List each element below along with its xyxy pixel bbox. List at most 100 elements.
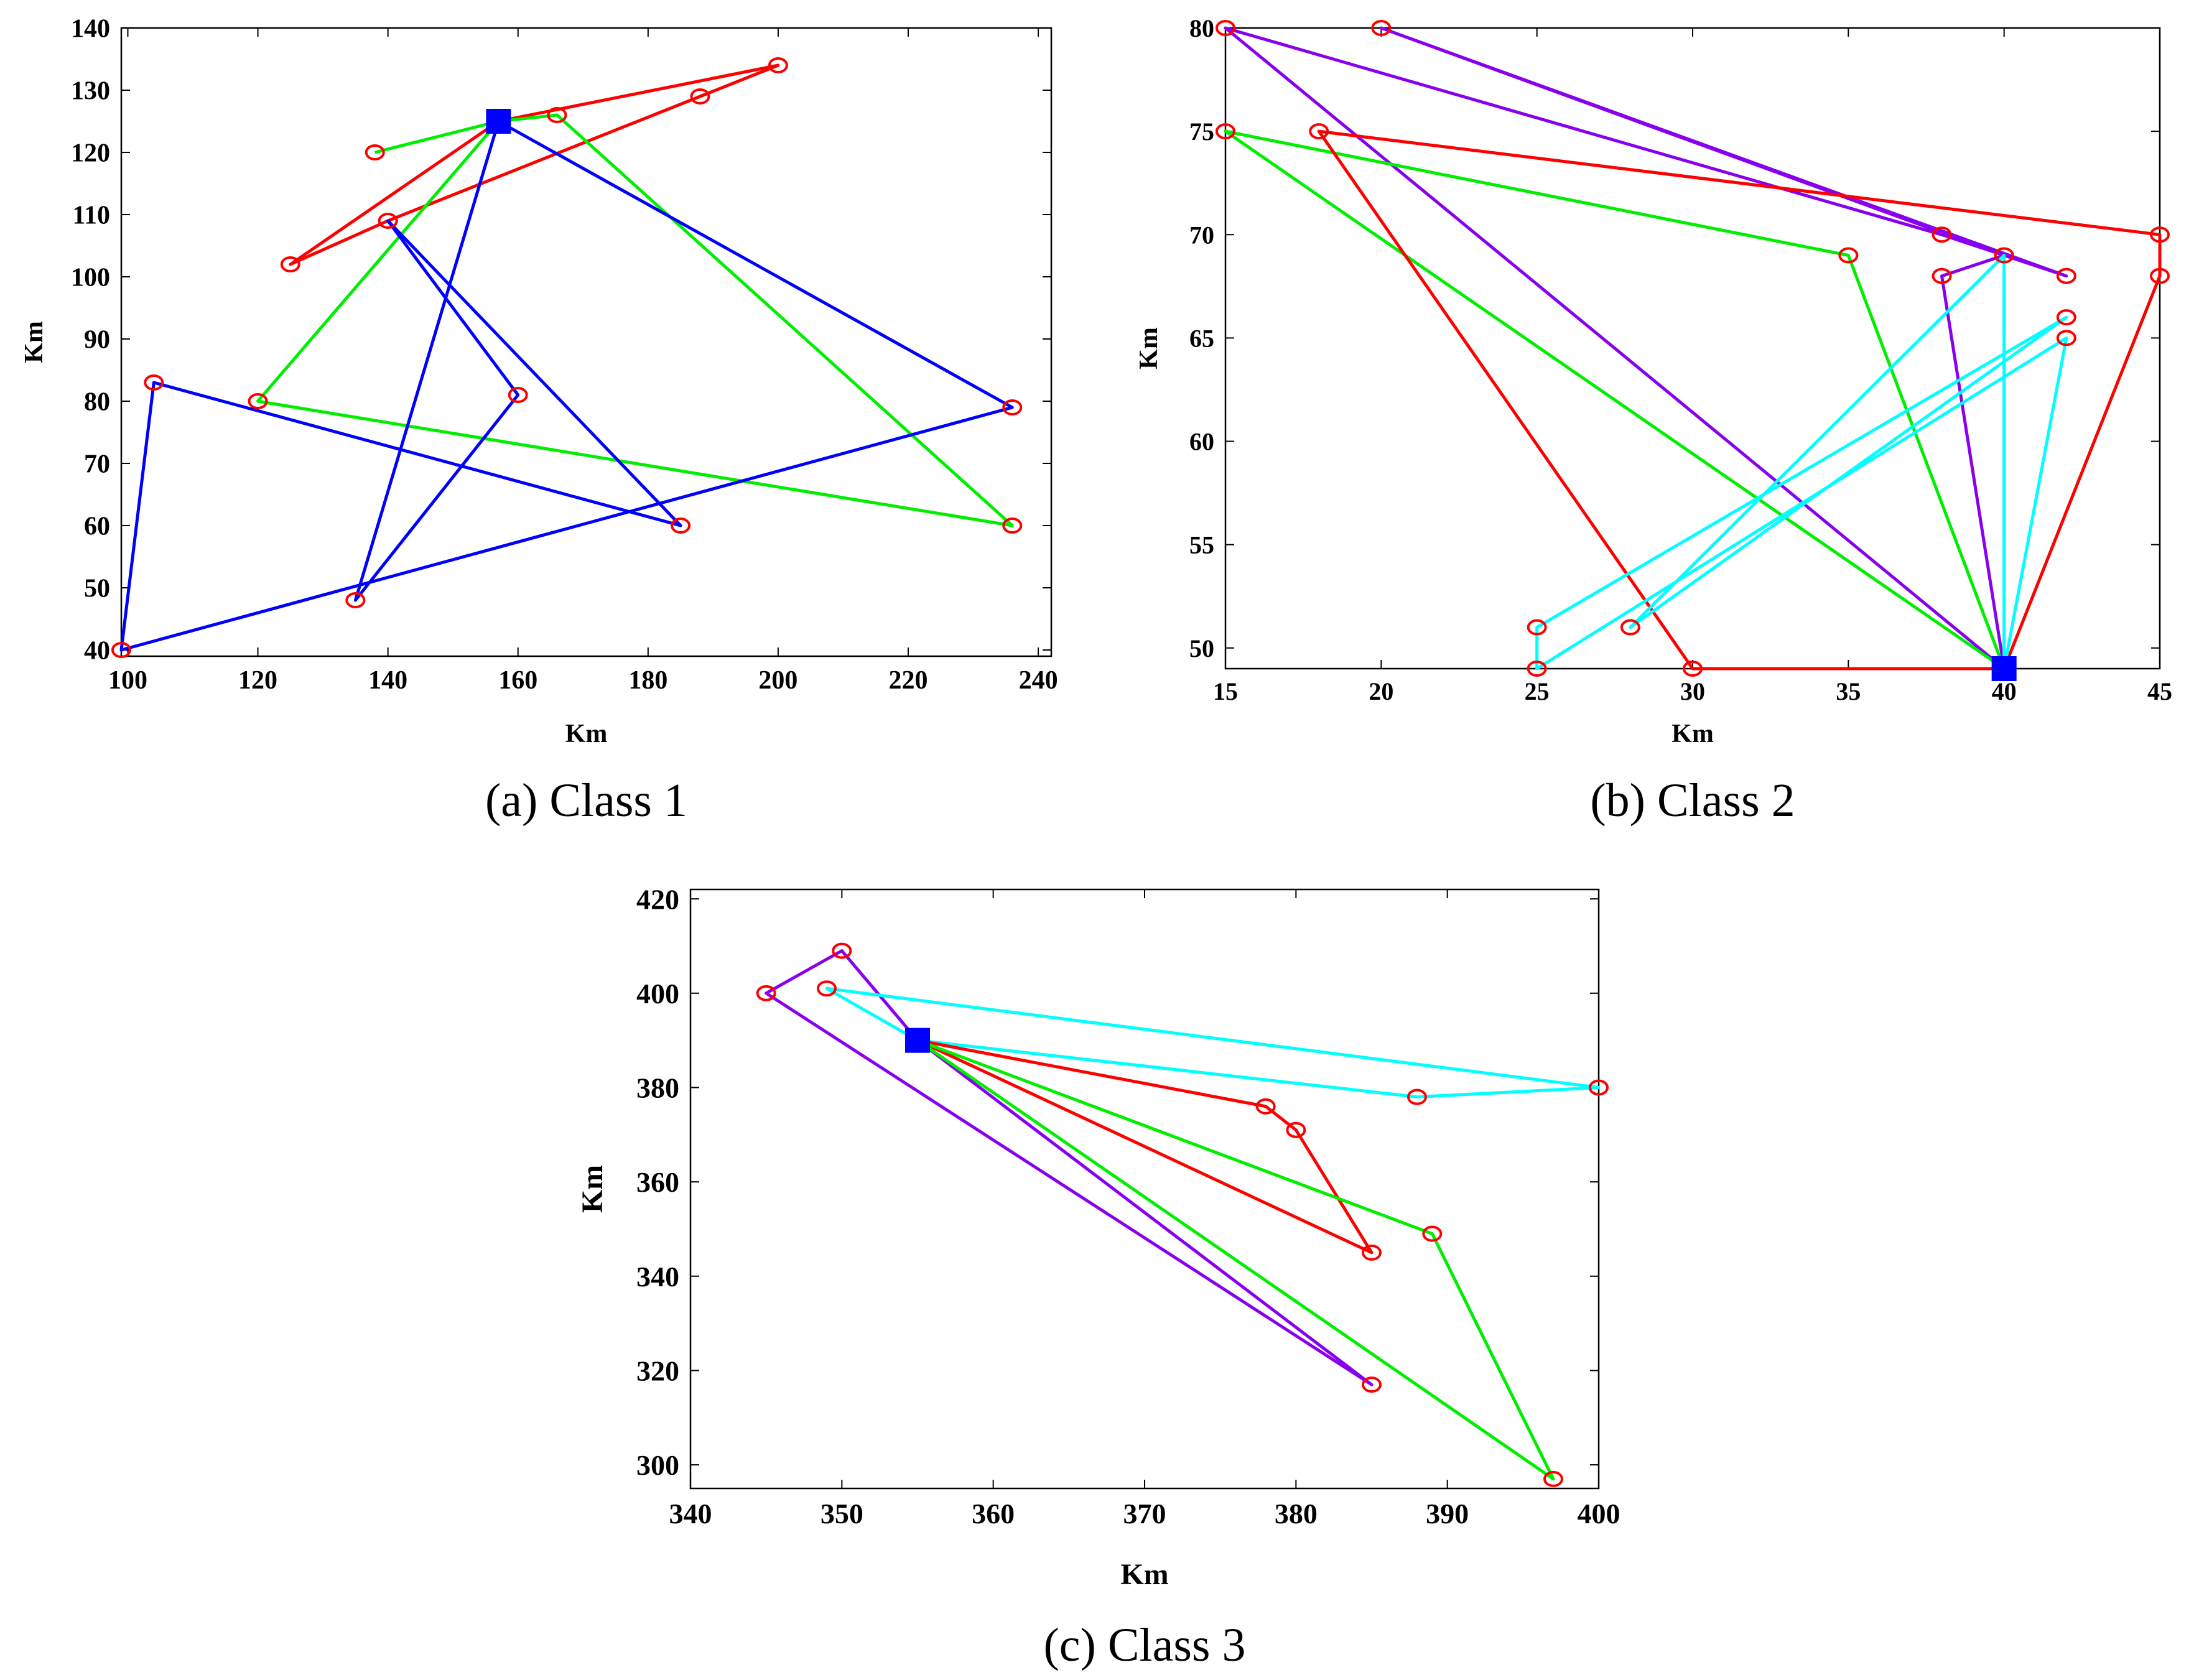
y-axis-label: Km [20, 321, 49, 363]
depot-marker [905, 1028, 930, 1053]
chart-panel-1: 100 120 140 160 180 200 220 240 40 50 60 70 80 90 100 1… [20, 15, 1058, 827]
customer-point [1002, 399, 1023, 415]
series-line-route-cyan [825, 986, 1601, 1099]
customer-point [1362, 1376, 1382, 1393]
x-tick-label: 240 [1019, 666, 1058, 695]
x-tick-label: 100 [108, 666, 147, 695]
customer-point [1932, 226, 1952, 243]
series-line-route-green-1 [374, 119, 500, 154]
customer-point [817, 980, 837, 997]
customer-point [2056, 309, 2076, 326]
y-tick-label: 70 [1189, 221, 1214, 249]
series-line-route-green [1224, 129, 2006, 671]
y-tick-label: 50 [84, 575, 110, 603]
x-tick-label: 25 [1525, 677, 1550, 705]
x-tick-label: 360 [972, 1498, 1015, 1529]
x-tick-label: 400 [1578, 1498, 1620, 1529]
customer-point [2150, 267, 2170, 284]
customer-point [671, 517, 691, 534]
plot-frame [689, 888, 1600, 1490]
customer-point [1309, 123, 1329, 140]
y-tick-label: 90 [84, 326, 110, 355]
customer-point [248, 393, 268, 409]
panel-caption: (c) Class 3 [1043, 1619, 1245, 1671]
x-tick-label: 370 [1123, 1498, 1166, 1529]
customer-point [832, 942, 852, 959]
y-tick-label: 360 [636, 1166, 679, 1198]
y-tick-label: 65 [1189, 324, 1214, 352]
customer-point [1422, 1225, 1443, 1242]
y-tick-label: 55 [1189, 531, 1214, 559]
y-axis-label: Km [1135, 327, 1163, 369]
x-tick-label: 15 [1213, 677, 1238, 705]
plot-frame [120, 27, 1053, 657]
series-line-route-purple [765, 949, 1374, 1386]
y-tick-label: 50 [1189, 634, 1214, 662]
customer-point [1255, 1098, 1276, 1115]
customer-point [1362, 1244, 1382, 1261]
customer-point [345, 592, 366, 608]
x-tick-label: 380 [1275, 1498, 1318, 1529]
x-tick-label: 30 [1680, 677, 1705, 705]
series-line-route-red [1317, 129, 2162, 671]
x-axis-label: Km [1671, 720, 1714, 748]
series-line-route-red [916, 1039, 1374, 1255]
panel-caption: (a) Class 1 [485, 774, 687, 827]
x-tick-label: 20 [1369, 677, 1393, 705]
depot-marker [486, 109, 511, 134]
y-tick-label: 140 [71, 15, 110, 44]
customer-point [690, 88, 710, 104]
customer-point [1216, 20, 1235, 36]
y-tick-label: 420 [636, 883, 679, 915]
series-line-route-purple [1224, 26, 2068, 670]
customer-point [378, 213, 398, 229]
y-tick-label: 60 [1189, 428, 1214, 456]
y-tick-label: 60 [84, 513, 110, 541]
x-tick-label: 390 [1426, 1498, 1469, 1529]
y-tick-label: 130 [71, 77, 110, 106]
y-tick-label: 320 [636, 1355, 679, 1387]
customer-point [365, 144, 385, 160]
customer-point [1994, 247, 2014, 264]
y-tick-label: 110 [72, 202, 110, 230]
customer-point [1838, 247, 1859, 264]
customer-point [1216, 123, 1235, 140]
customer-point [547, 107, 567, 123]
y-tick-label: 120 [71, 139, 110, 168]
y-tick-label: 340 [636, 1261, 679, 1292]
customer-point [1002, 517, 1023, 534]
customer-point [280, 256, 300, 272]
customer-point [1932, 267, 1952, 284]
series-line-route-green [916, 1039, 1555, 1481]
customer-point [1543, 1470, 1563, 1487]
y-tick-label: 380 [636, 1072, 679, 1104]
series-line-route-cyan [1535, 254, 2068, 671]
customer-point [1620, 619, 1640, 636]
customer-point [144, 374, 164, 391]
depot-marker [1991, 656, 2017, 681]
x-tick-label: 45 [2147, 677, 2172, 705]
y-tick-label: 40 [84, 637, 110, 666]
customer-point [1527, 619, 1547, 636]
y-tick-label: 300 [636, 1449, 679, 1481]
y-tick-label: 80 [84, 388, 110, 417]
series-line-route-blue-1 [119, 119, 1014, 652]
x-tick-label: 200 [758, 666, 797, 695]
customer-point [1407, 1088, 1427, 1105]
y-tick-label: 100 [71, 264, 110, 292]
x-tick-label: 220 [889, 666, 928, 695]
customer-point [1527, 661, 1547, 677]
panel-caption: (b) Class 2 [1590, 774, 1795, 827]
customer-point [756, 985, 776, 1001]
chart-panel-2: 15 20 25 30 35 40 45 50 55 60 65 70 75 80 Km Km (b) Clas… [1135, 14, 2172, 827]
x-tick-label: 160 [498, 666, 537, 695]
x-axis-label: Km [1120, 1558, 1168, 1591]
chart-panel-3: 340 350 360 370 380 390 400 300 320 340 360 380 400 4… [576, 883, 1620, 1671]
customer-point [2056, 330, 2076, 346]
series-line-route-red [289, 63, 780, 266]
customer-point [2056, 267, 2076, 284]
y-axis-label: Km [576, 1165, 609, 1213]
y-tick-label: 400 [636, 978, 679, 1009]
